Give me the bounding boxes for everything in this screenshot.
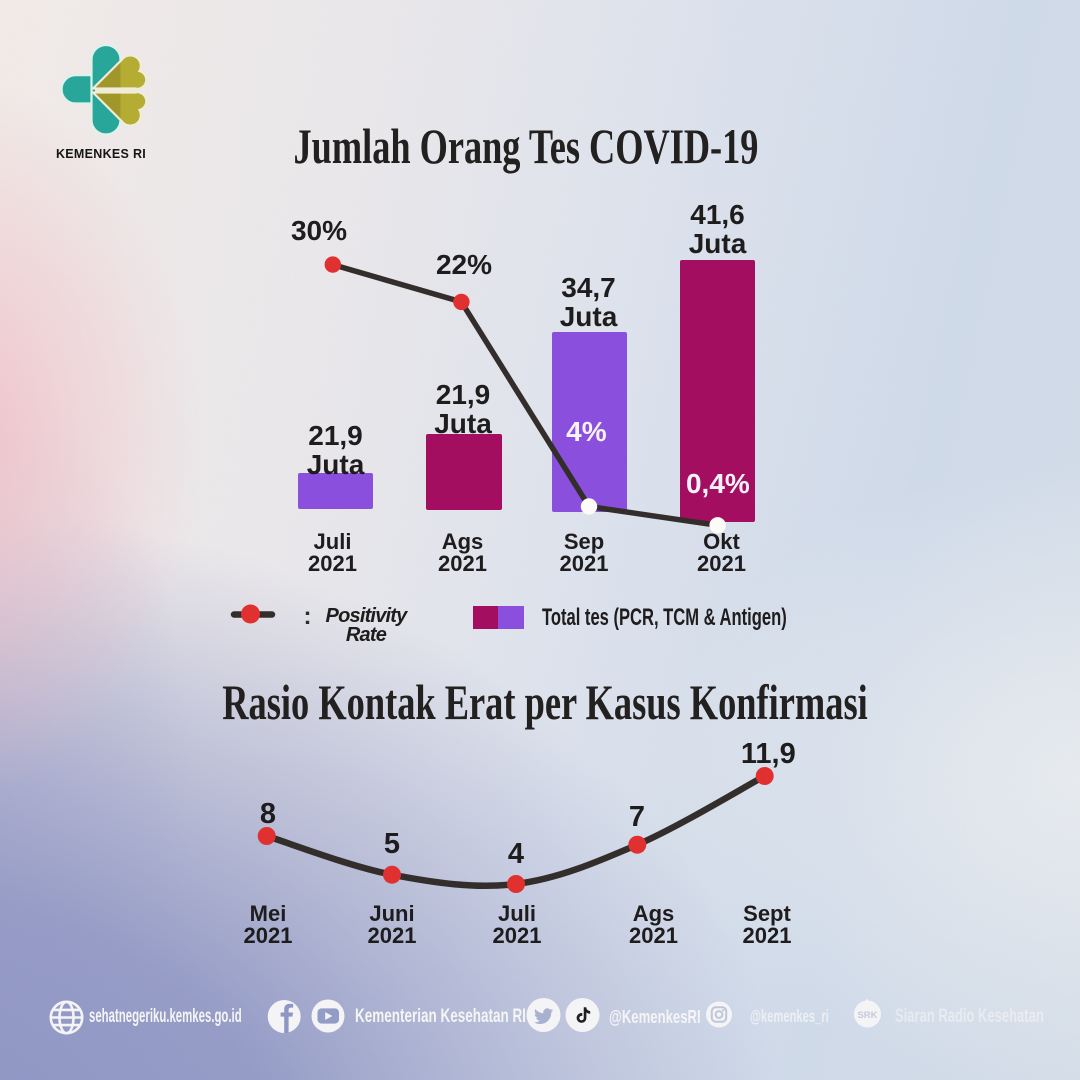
- svg-text:SRK: SRK: [857, 1010, 877, 1021]
